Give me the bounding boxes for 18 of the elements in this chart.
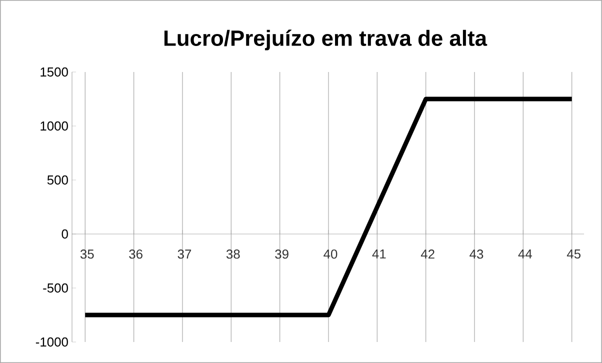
y-tick-label: -500 xyxy=(43,283,68,293)
x-tick-label: 45 xyxy=(566,250,580,259)
y-tick-label: 1500 xyxy=(40,67,68,77)
y-tick-label: -1000 xyxy=(36,337,68,347)
x-tick-label: 35 xyxy=(80,250,94,259)
x-tick-label: 43 xyxy=(470,250,484,259)
x-tick-label: 36 xyxy=(129,250,142,259)
x-tick-label: 42 xyxy=(420,250,434,259)
x-tick-label: 38 xyxy=(226,250,240,259)
chart-title: Lucro/Prejuízo em trava de alta xyxy=(164,30,488,50)
y-tick-label: 1000 xyxy=(40,121,68,131)
x-tick-label: 37 xyxy=(178,250,192,259)
x-tick-label: 40 xyxy=(324,250,338,259)
x-tick-label: 44 xyxy=(518,250,532,258)
y-tick-label: 0 xyxy=(62,229,68,239)
x-tick-label: 39 xyxy=(275,250,288,259)
x-tick-label: 41 xyxy=(372,250,386,258)
y-tick-label: 500 xyxy=(47,175,68,185)
